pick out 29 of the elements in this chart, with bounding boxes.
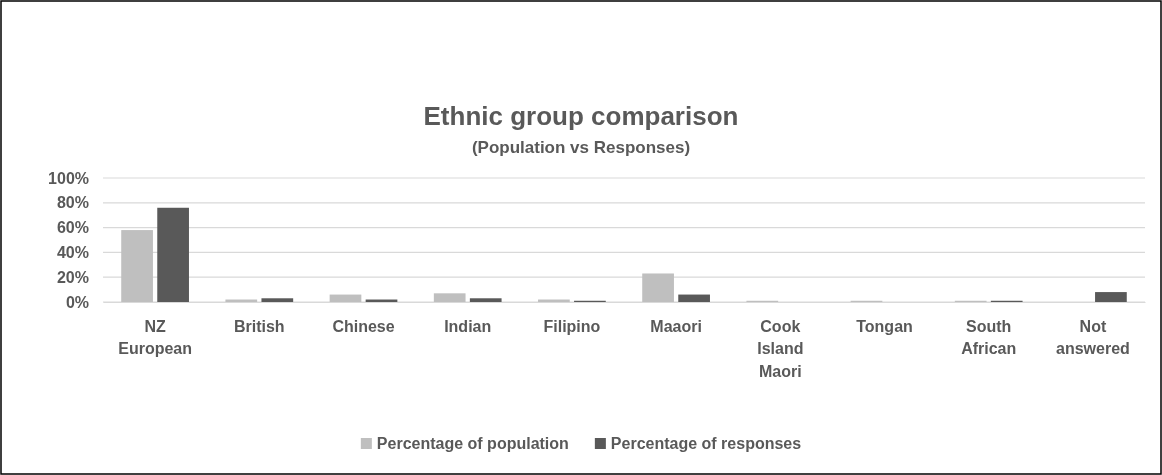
y-tick-label: 80%	[56, 194, 89, 212]
x-tick-label: Filipino	[543, 318, 601, 335]
bar	[678, 294, 710, 302]
x-tick-label: Not answered	[1055, 318, 1130, 358]
bar	[433, 293, 466, 302]
x-tick-label: Maaori	[650, 318, 702, 335]
bar	[121, 230, 153, 302]
x-tick-label: Chinese	[332, 318, 395, 335]
y-tick-label: 60%	[56, 219, 89, 237]
y-tick-label: 0%	[65, 293, 89, 311]
x-tick-label: Tongan	[856, 318, 913, 335]
x-tick-label: Cook Island Maori	[757, 318, 804, 380]
x-tick-label: NZ European	[118, 318, 192, 358]
legend-label: Percentage of population	[376, 435, 569, 452]
x-tick-label: British	[233, 318, 285, 335]
y-tick-label: 20%	[56, 268, 89, 286]
bar	[329, 294, 362, 302]
chart-title: Ethnic group comparison	[423, 101, 739, 131]
bar	[1095, 292, 1127, 302]
chart-subtitle: (Population vs Responses)	[471, 138, 691, 157]
x-tick-label: Indian	[444, 318, 492, 335]
bar	[261, 298, 294, 302]
y-tick-label: 100%	[48, 169, 89, 187]
bar	[642, 273, 674, 302]
bar	[157, 207, 189, 302]
x-tick-label: South African	[961, 318, 1017, 358]
legend-label: Percentage of responses	[610, 435, 802, 452]
bar	[469, 298, 502, 302]
y-tick-label: 40%	[56, 244, 89, 262]
